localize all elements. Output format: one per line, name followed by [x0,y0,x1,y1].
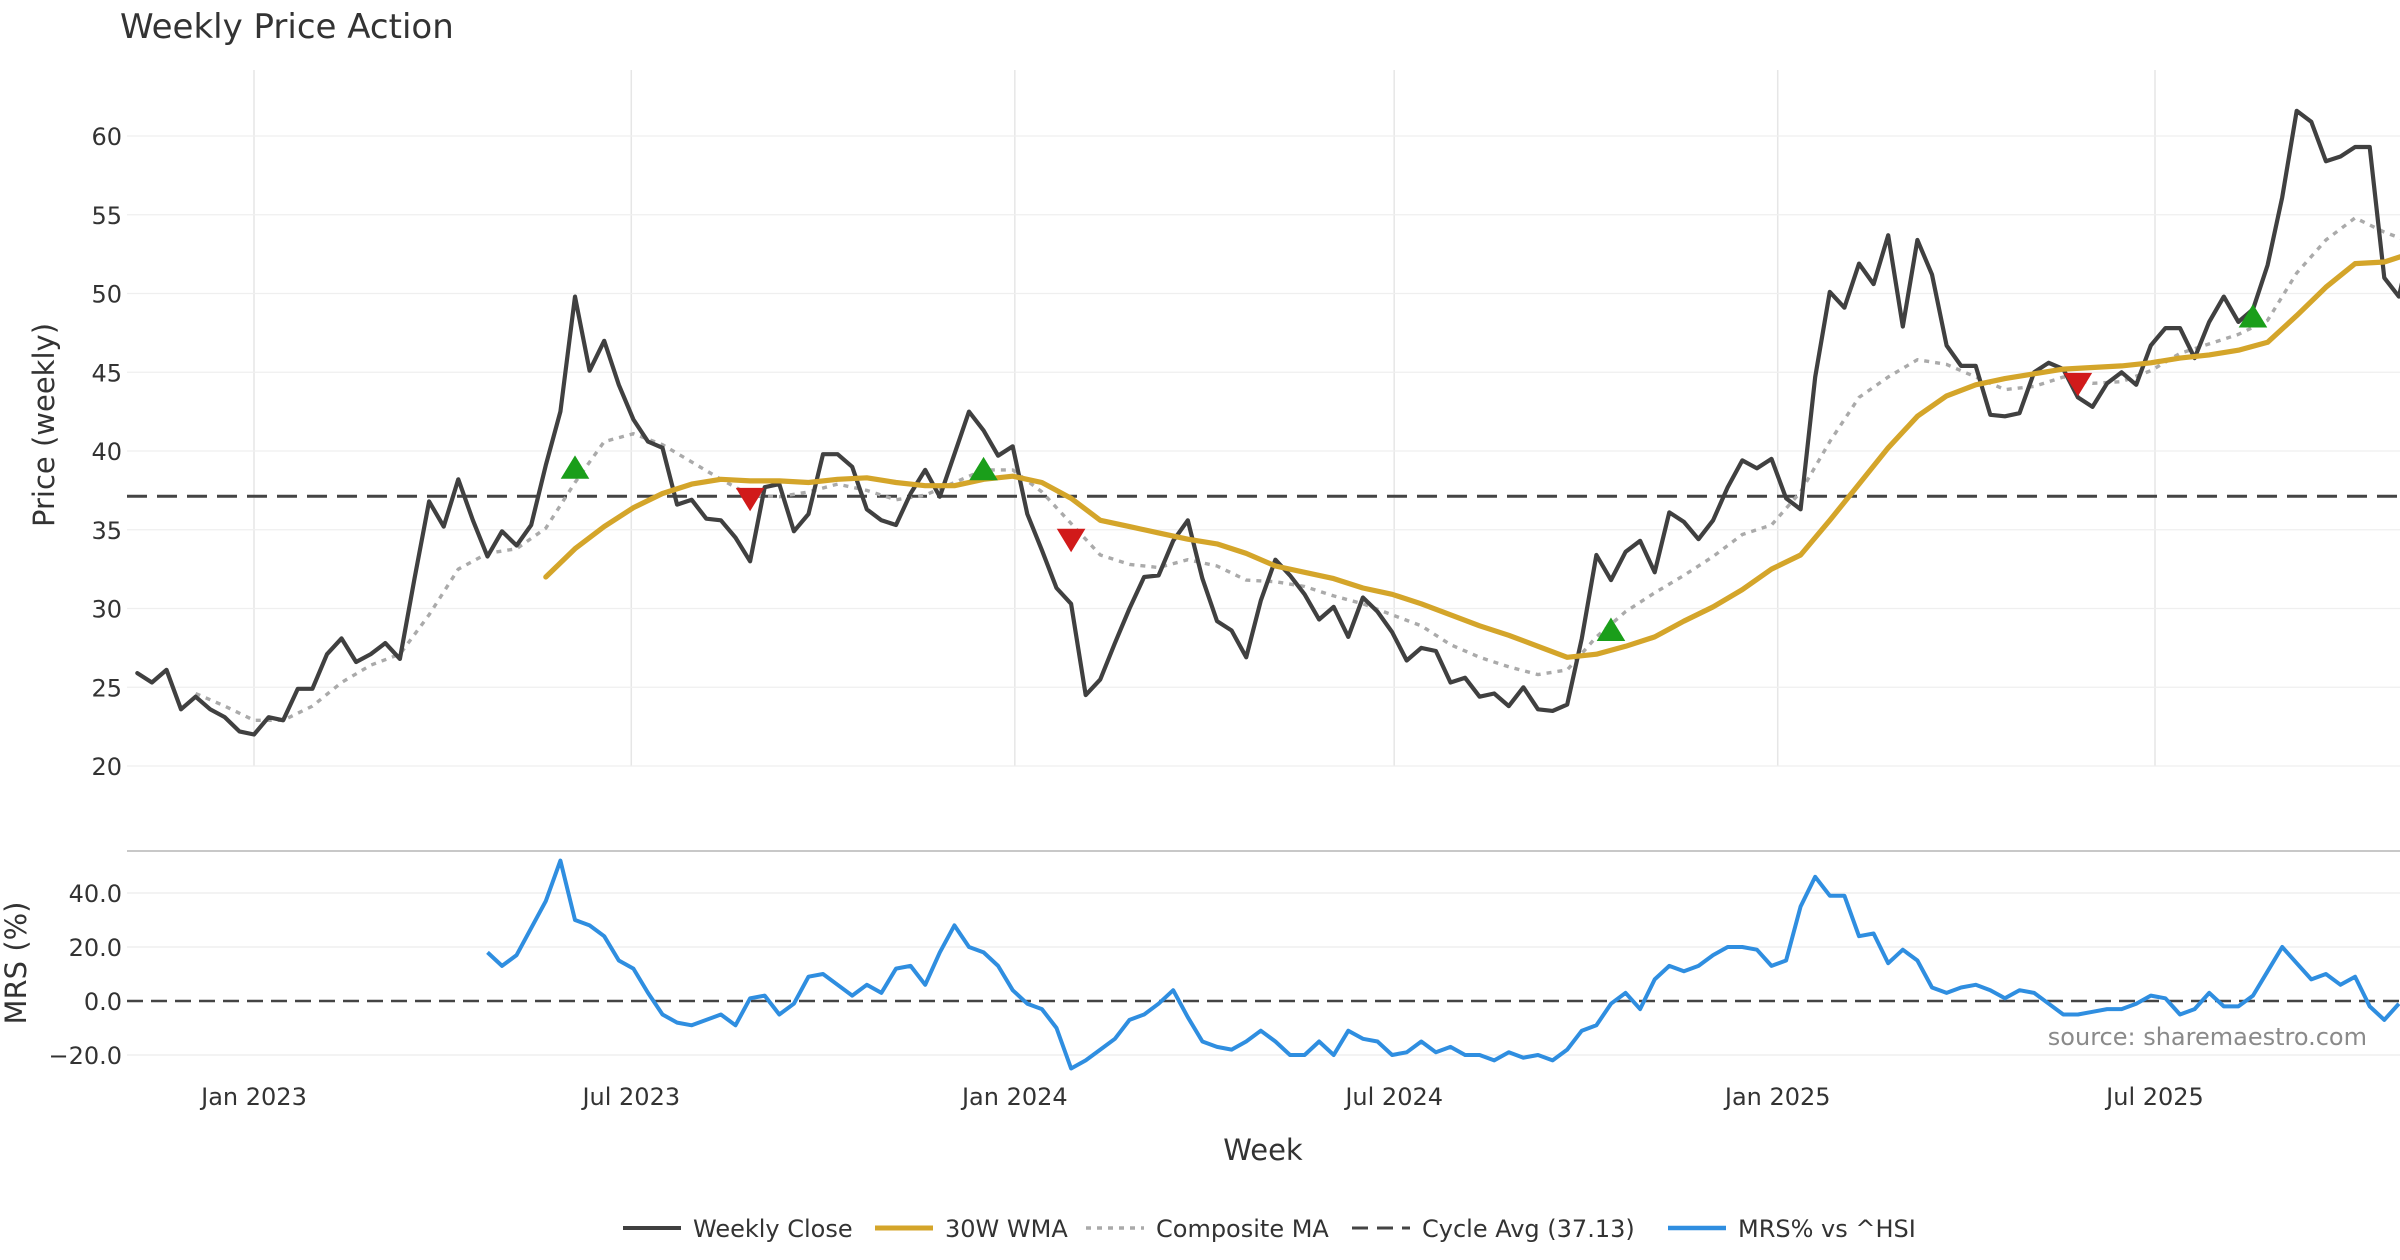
wma-30w-line [543,254,2400,660]
sell-signal-marker [2063,372,2093,397]
y2-axis-ticks: 40.0 20.0 0.0 −20.0 [48,880,122,1070]
y-tick-label: 35 [91,517,122,545]
sell-signal-marker [1056,528,1086,553]
y-tick-label: 40 [91,438,122,466]
x-tick-label: Jan 2023 [199,1083,307,1111]
lower-plot [127,858,2400,1071]
x-tick-label: Jul 2025 [2104,1083,2204,1111]
y-tick-label: 45 [91,359,122,387]
sell-signal-marker [735,487,765,512]
composite-ma-line [194,216,2400,722]
upper-hgrid [127,135,2400,767]
y-tick-label: 55 [91,202,122,230]
legend-label: Cycle Avg (37.13) [1422,1215,1635,1243]
y2-tick-label: 40.0 [69,880,122,908]
mrs-line [486,858,2400,1071]
x-tick-label: Jul 2023 [580,1083,680,1111]
x-axis-ticks: Jan 2023 Jul 2023 Jan 2024 Jul 2024 Jan 2025… [199,1083,2204,1111]
legend-label: Composite MA [1156,1215,1329,1243]
chart-title: Weekly Price Action [120,7,454,47]
y-tick-label: 25 [91,674,122,702]
source-note: source: sharemaestro.com [2048,1023,2367,1051]
y-tick-label: 60 [91,123,122,151]
y-tick-label: 50 [91,281,122,309]
y2-tick-label: 20.0 [69,934,122,962]
y-tick-label: 20 [91,753,122,781]
y2-tick-label: −20.0 [48,1042,122,1070]
x-tick-label: Jan 2024 [960,1083,1068,1111]
x-tick-label: Jul 2024 [1343,1083,1443,1111]
y2-tick-label: 0.0 [84,988,122,1016]
legend: Weekly Close 30W WMA Composite MA Cycle Avg… [623,1215,1916,1243]
buy-signal-marker [2238,304,2268,328]
y2-axis-title: MRS (%) [0,902,33,1025]
lower-hgrid [127,892,2400,1056]
legend-label: MRS% vs ^HSI [1738,1215,1916,1243]
y-axis-title: Price (weekly) [27,323,61,527]
y-axis-ticks: 20 25 30 35 40 45 50 55 60 [91,123,122,781]
legend-label: Weekly Close [693,1215,853,1243]
buy-signal-marker [969,456,998,481]
y-tick-label: 30 [91,596,122,624]
x-axis-title: Week [1223,1133,1303,1167]
legend-label: 30W WMA [945,1215,1068,1243]
x-tick-label: Jan 2025 [1723,1083,1831,1111]
buy-signal-marker [1596,617,1626,641]
upper-vgrid [253,70,2156,766]
upper-plot [127,108,2400,737]
buy-signal-marker [560,455,590,479]
